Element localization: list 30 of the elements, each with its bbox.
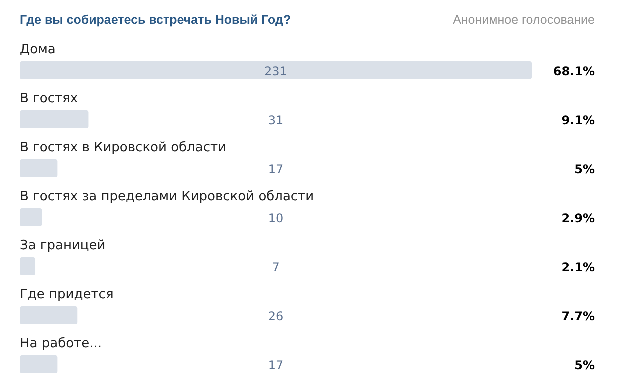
text: 2.1% <box>562 260 595 274</box>
bar <box>20 208 42 226</box>
y-tick-label: В гостях за пределами Кировской области <box>20 190 314 204</box>
text: 7.7% <box>562 310 595 324</box>
data-label: 231 <box>264 64 288 78</box>
y-tick-label: Где придется <box>20 288 114 302</box>
bar <box>20 62 532 80</box>
bar <box>20 306 78 324</box>
text: 68.1% <box>553 64 595 78</box>
text: 5% <box>574 358 595 372</box>
chart-subtitle: Анонимное голосование <box>453 13 595 27</box>
y-tick-label: На работе... <box>20 336 102 352</box>
y-tick-label: В гостях <box>20 92 78 106</box>
data-label: 31 <box>268 114 284 128</box>
data-label: 10 <box>268 212 284 226</box>
data-label: 7 <box>272 260 280 274</box>
bar <box>20 110 89 128</box>
data-label: 17 <box>268 358 284 372</box>
y-tick-label: За границей <box>20 238 106 254</box>
y-tick-label: В гостях в Кировской области <box>20 140 226 156</box>
data-label: 26 <box>268 310 284 324</box>
text: 9.1% <box>562 114 595 128</box>
text: 2.9% <box>562 212 595 226</box>
y-tick-label: Дома <box>20 42 56 58</box>
text: 5% <box>574 162 595 176</box>
chart-title: Где вы собираетесь встречать Новый Год? <box>20 13 292 27</box>
data-label: 17 <box>268 162 284 176</box>
bar <box>20 356 58 374</box>
bar <box>20 160 58 178</box>
bar <box>20 258 36 276</box>
